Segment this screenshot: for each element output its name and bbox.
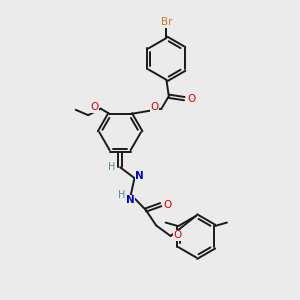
- Text: O: O: [90, 102, 98, 112]
- Text: N: N: [136, 171, 144, 181]
- Text: H: H: [118, 190, 126, 200]
- Text: N: N: [126, 196, 135, 206]
- Text: O: O: [151, 102, 159, 112]
- Text: Br: Br: [161, 17, 172, 28]
- Text: O: O: [188, 94, 196, 103]
- Text: H: H: [108, 162, 116, 172]
- Text: O: O: [173, 230, 181, 240]
- Text: O: O: [164, 200, 172, 210]
